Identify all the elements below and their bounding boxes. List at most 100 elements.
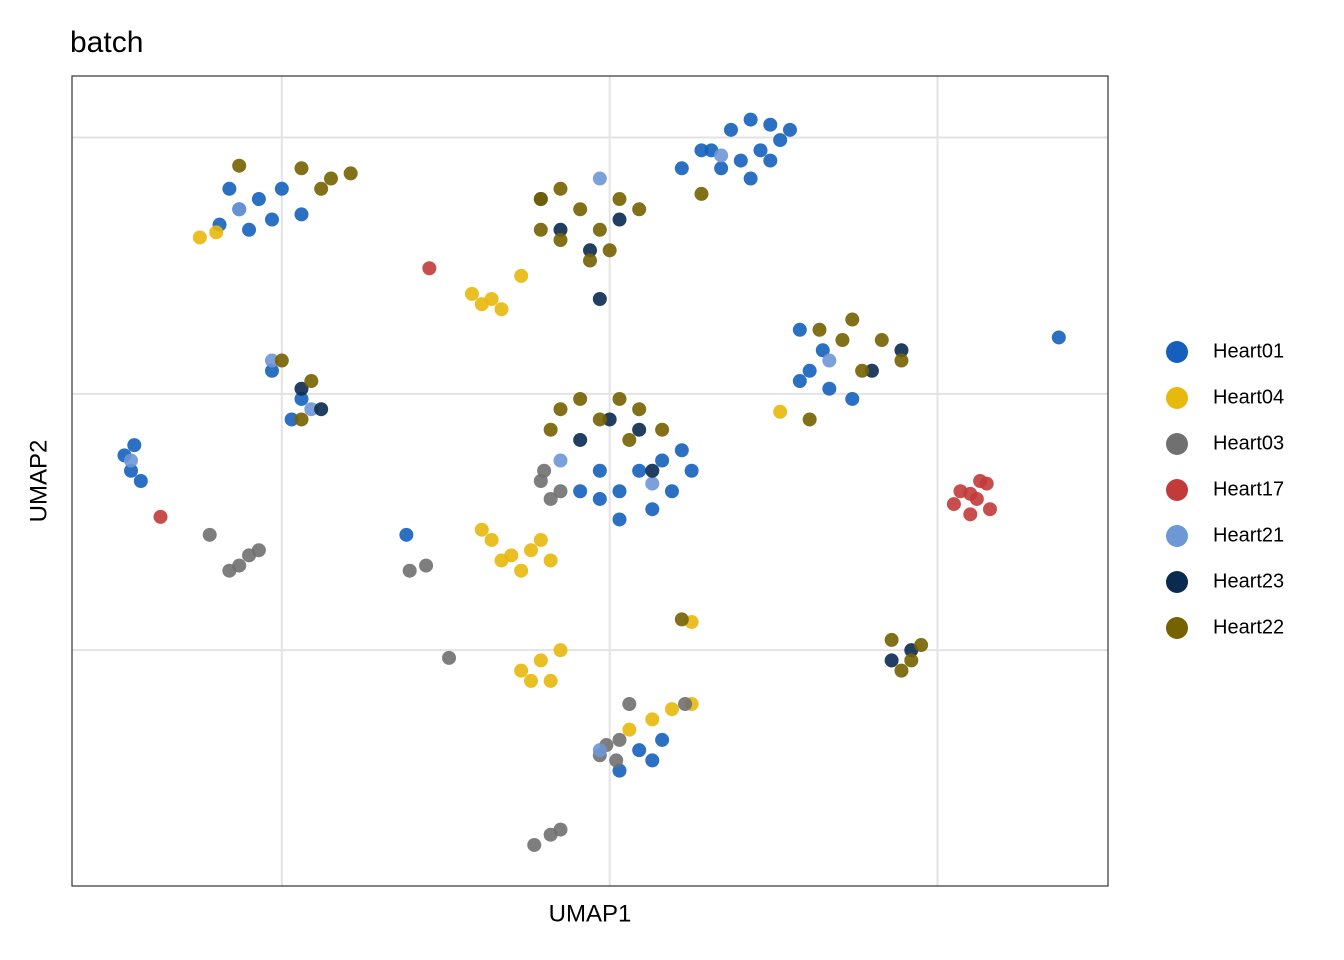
point (632, 463, 647, 478)
point (464, 286, 479, 301)
point (763, 117, 778, 132)
point (264, 363, 279, 378)
legend-label: Heart23 (1213, 570, 1284, 592)
point (537, 463, 552, 478)
point (153, 509, 168, 524)
point (612, 192, 627, 207)
point (602, 412, 617, 427)
point (612, 512, 627, 527)
point (553, 233, 568, 248)
point (792, 322, 807, 337)
point (963, 486, 978, 501)
point (946, 497, 961, 512)
point (723, 122, 738, 137)
point (884, 632, 899, 647)
point (474, 522, 489, 537)
point (592, 412, 607, 427)
point (422, 261, 437, 276)
legend-swatch (1166, 479, 1188, 501)
point (494, 302, 509, 317)
point (543, 553, 558, 568)
point (553, 402, 568, 417)
point (812, 322, 827, 337)
point (894, 343, 909, 358)
point (523, 673, 538, 688)
point (733, 153, 748, 168)
point (645, 463, 660, 478)
point (802, 412, 817, 427)
point (694, 143, 709, 158)
point (294, 412, 309, 427)
point (553, 453, 568, 468)
point (763, 153, 778, 168)
point (612, 391, 627, 406)
point (802, 363, 817, 378)
point (573, 202, 588, 217)
point (622, 432, 637, 447)
point (274, 181, 289, 196)
point (894, 353, 909, 368)
point (792, 374, 807, 389)
point (294, 161, 309, 176)
legend-label: Heart17 (1213, 478, 1284, 500)
point (622, 697, 637, 712)
point (553, 181, 568, 196)
point (592, 171, 607, 186)
point (222, 181, 237, 196)
point (645, 476, 660, 491)
point (645, 712, 660, 727)
legend-swatch (1166, 525, 1188, 547)
point (399, 527, 414, 542)
chart-title: batch (70, 26, 143, 59)
point (904, 653, 919, 668)
point (133, 474, 148, 488)
point (982, 502, 997, 517)
legend-label: Heart04 (1213, 386, 1284, 408)
point (884, 653, 899, 668)
point (274, 353, 289, 368)
point (419, 558, 434, 573)
point (304, 374, 319, 389)
point (894, 663, 909, 678)
point (573, 432, 588, 447)
point (645, 753, 660, 768)
point (773, 404, 788, 419)
point (855, 363, 870, 378)
point (533, 532, 548, 547)
point (815, 343, 830, 358)
point (553, 222, 568, 237)
point (543, 422, 558, 437)
point (573, 391, 588, 406)
point (592, 292, 607, 307)
point (553, 643, 568, 658)
point (284, 412, 299, 427)
point (655, 453, 670, 468)
point (251, 192, 266, 207)
grid (72, 76, 1108, 886)
point (553, 484, 568, 499)
point (533, 222, 548, 237)
point (543, 491, 558, 506)
point (963, 507, 978, 522)
point (494, 553, 509, 568)
point (874, 333, 889, 348)
point (684, 463, 699, 478)
point (251, 543, 266, 558)
point (914, 638, 929, 653)
point (674, 161, 689, 176)
point (583, 253, 597, 268)
point (973, 474, 988, 488)
point (583, 243, 597, 258)
point (402, 563, 417, 578)
point (645, 502, 660, 517)
legend-swatch (1166, 341, 1188, 363)
point (822, 381, 837, 396)
point (602, 243, 617, 258)
point (232, 202, 247, 217)
point (622, 722, 637, 737)
point (845, 312, 860, 327)
point (664, 484, 679, 499)
point (343, 166, 358, 181)
